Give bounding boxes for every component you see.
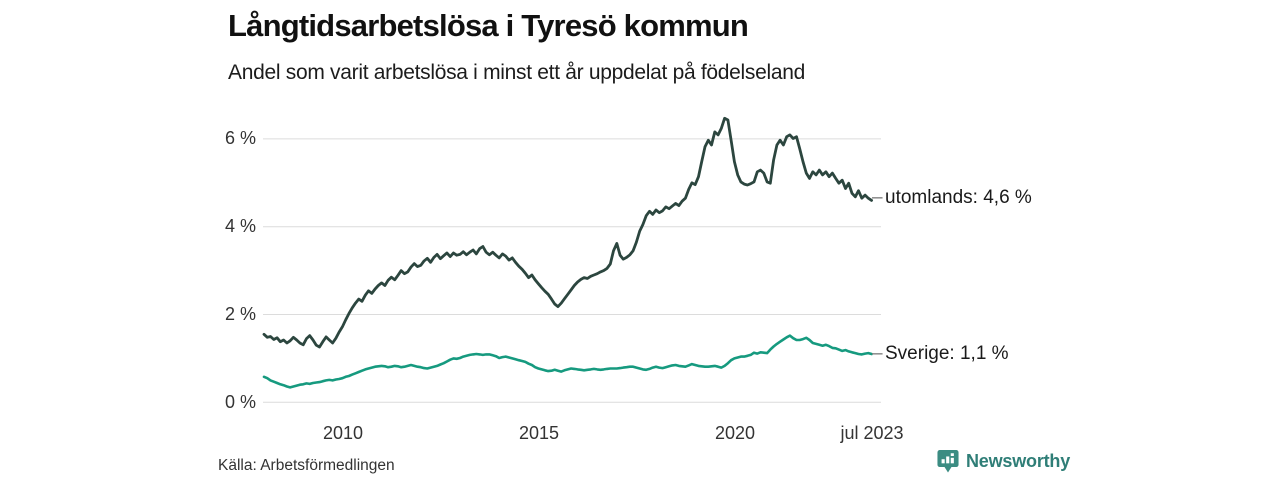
series-line-Sverige	[262, 334, 873, 389]
y-tick-4: 4 %	[224, 216, 256, 236]
y-tick-2: 2 %	[224, 304, 256, 324]
x-tick-2015: 2015	[518, 423, 560, 443]
x-tick-2020: 2020	[714, 423, 756, 443]
page-subtitle: Andel som varit arbetslösa i minst ett å…	[228, 61, 806, 84]
newsworthy-branding: Newsworthy	[937, 449, 1070, 474]
newsworthy-chart-pin-icon	[937, 449, 959, 474]
sverige-label-dash: –	[872, 343, 883, 364]
y-tick-0: 0 %	[224, 392, 256, 412]
source-note: Källa: Arbetsförmedlingen	[218, 457, 395, 474]
series-line-utomlands	[262, 116, 873, 349]
newsworthy-wordmark: Newsworthy	[966, 451, 1071, 471]
series-label-sverige: Sverige: 1,1 %	[885, 343, 1009, 364]
utomlands-label-dash: –	[872, 187, 883, 208]
series-label-utomlands: utomlands: 4,6 %	[885, 187, 1032, 208]
x-tick-2010: 2010	[322, 423, 364, 443]
page-title: Långtidsarbetslösa i Tyresö kommun	[228, 8, 749, 43]
x-tick-jul-2023: jul 2023	[840, 423, 904, 443]
y-tick-6: 6 %	[224, 128, 256, 148]
